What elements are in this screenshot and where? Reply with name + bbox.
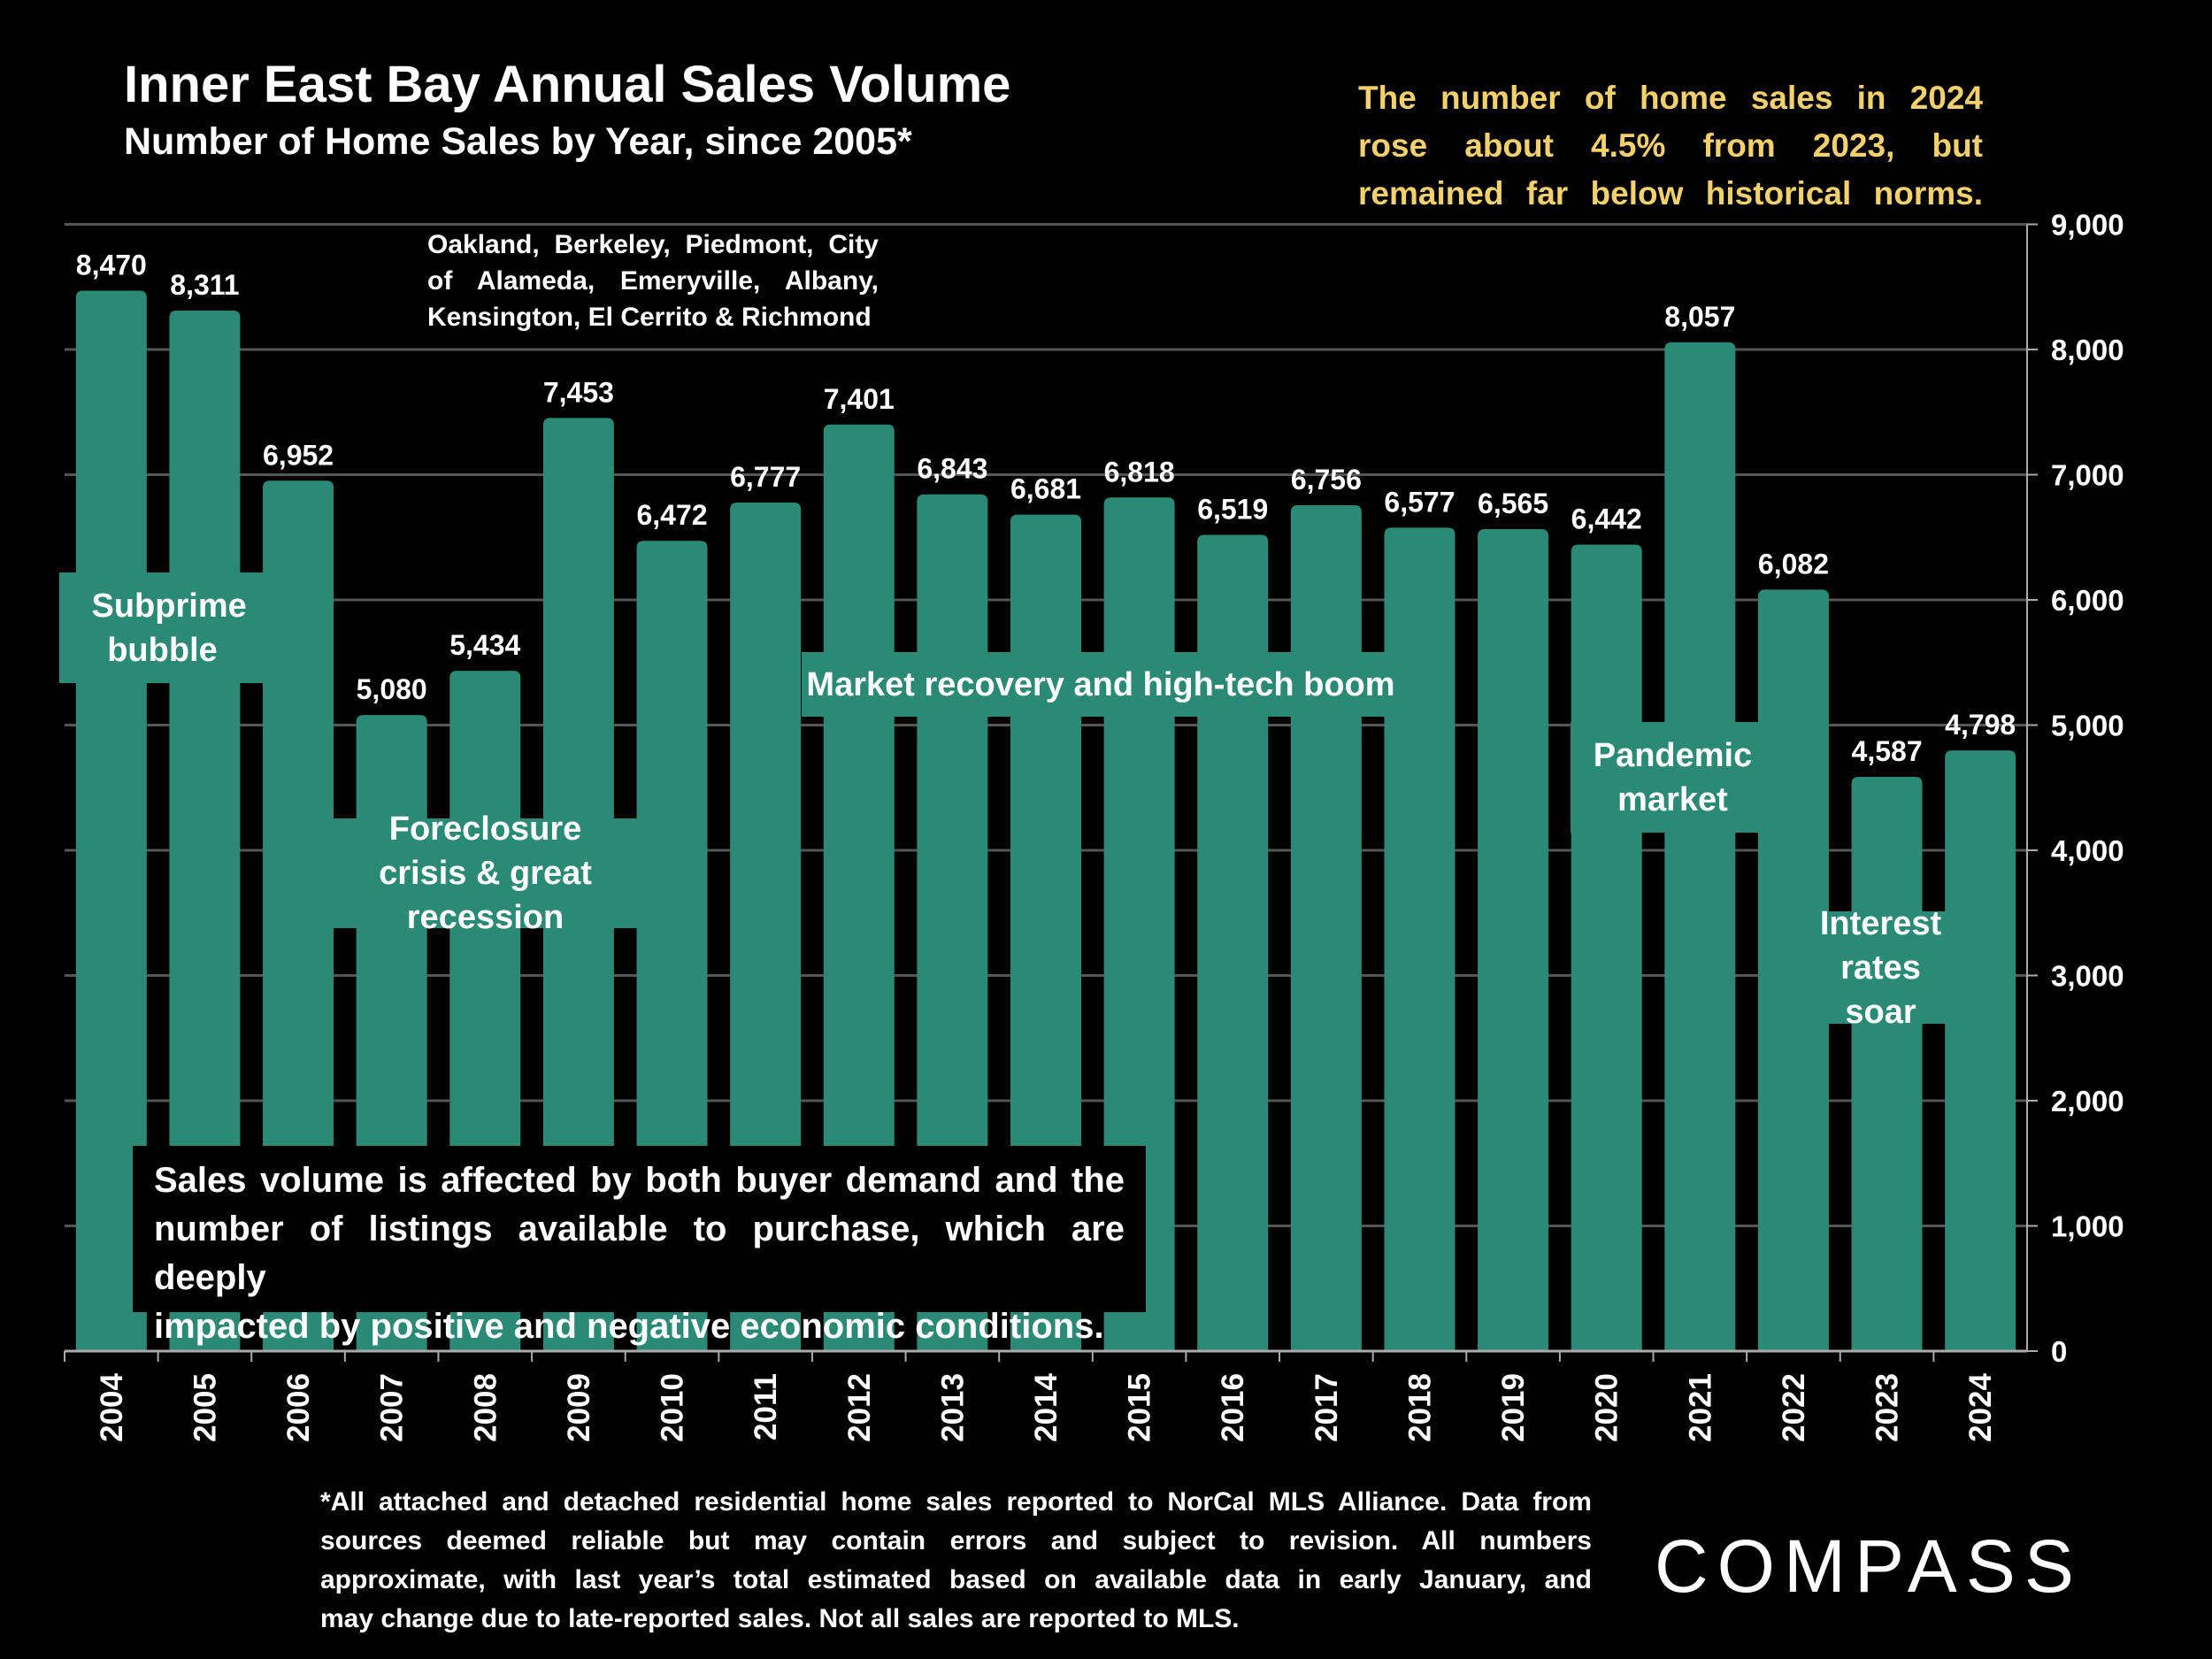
x-tick-label: 2014: [1029, 1372, 1064, 1441]
footnote-line: may change due to late-reported sales. N…: [320, 1604, 1240, 1633]
bar-2014: [1010, 514, 1081, 1351]
annotation-text: Pandemic market: [1593, 736, 1753, 818]
y-tick-label: 0: [2051, 1335, 2067, 1368]
x-tick-label: 2023: [1870, 1373, 1905, 1442]
data-label: 6,082: [1758, 548, 1829, 580]
footnote-line: *All attached and detached residential h…: [320, 1487, 1592, 1517]
callout-line: rose about 4.5% from 2023, but: [1358, 127, 1983, 164]
x-tick-label: 2021: [1683, 1373, 1717, 1442]
data-label: 7,401: [824, 383, 895, 415]
x-tick-label: 2016: [1216, 1373, 1250, 1442]
data-label: 8,057: [1664, 301, 1735, 333]
data-label: 8,470: [76, 249, 147, 280]
x-tick-label: 2012: [842, 1373, 877, 1442]
annotation-text: Interest rates soar: [1819, 904, 1942, 1031]
footnote: *All attached and detached residential h…: [320, 1483, 1592, 1639]
y-tick-label: 6,000: [2051, 584, 2124, 617]
x-tick-label: 2005: [188, 1373, 222, 1442]
compass-logo: COMPASS: [1655, 1525, 2083, 1608]
y-tick-label: 3,000: [2051, 960, 2124, 993]
note-line: Sales volume is affected by both buyer d…: [154, 1161, 1125, 1200]
x-tick-label: 2017: [1310, 1373, 1344, 1442]
chart-title: Inner East Bay Annual Sales Volume: [124, 56, 1011, 113]
y-tick-label: 9,000: [2051, 209, 2124, 242]
bar-2004: [75, 290, 147, 1351]
footnote-line: sources deemed reliable but may contain …: [320, 1526, 1592, 1555]
bar-2023: [1851, 776, 1923, 1351]
cities-list: Oakland, Berkeley, Piedmont, City of Ala…: [427, 227, 879, 335]
bar-2016: [1197, 534, 1269, 1351]
annotation-subprime: Subprime bubble: [59, 572, 265, 683]
x-tick-label: 2004: [95, 1372, 129, 1441]
bar-2024: [1945, 750, 2016, 1351]
annotation-pandemic: Pandemic market: [1571, 722, 1775, 833]
data-label: 8,311: [170, 269, 239, 301]
annotation-interest-rates: Interest rates soar: [1792, 905, 1970, 1031]
data-label: 6,777: [730, 461, 801, 493]
bar-2020: [1571, 544, 1642, 1351]
data-label: 7,453: [543, 376, 614, 408]
data-label: 6,472: [636, 499, 707, 531]
x-tick-label: 2006: [281, 1373, 316, 1442]
data-label: 4,587: [1852, 735, 1923, 767]
cities-line: Kensington, El Cerrito & Richmond: [427, 303, 872, 332]
data-label: 6,756: [1291, 464, 1362, 495]
data-label: 6,577: [1384, 486, 1455, 518]
note-line: impacted by positive and negative econom…: [154, 1307, 1104, 1346]
chart-subtitle: Number of Home Sales by Year, since 2005…: [124, 120, 912, 163]
bar-2021: [1664, 342, 1736, 1351]
x-tick-label: 2007: [375, 1373, 410, 1442]
note-line: number of listings available to purchase…: [154, 1210, 1125, 1297]
data-label: 4,798: [1945, 709, 2016, 741]
annotation-foreclosure: Foreclosure crisis & great recession: [333, 810, 638, 936]
x-tick-label: 2022: [1777, 1373, 1811, 1442]
annotation-text: Foreclosure crisis & great recession: [379, 810, 592, 936]
explanatory-note: Sales volume is affected by both buyer d…: [133, 1146, 1146, 1346]
cities-line: of Alameda, Emeryville, Albany,: [427, 266, 879, 296]
callout-line: remained far below historical norms.: [1358, 175, 1983, 211]
x-tick-label: 2010: [656, 1373, 690, 1442]
annotation-recovery: Market recovery and high-tech boom: [802, 652, 1400, 717]
x-tick-label: 2024: [1963, 1372, 1998, 1441]
bar-2011: [730, 503, 802, 1351]
data-label: 6,565: [1478, 488, 1548, 519]
bar-2018: [1384, 527, 1455, 1351]
x-tick-label: 2009: [562, 1373, 596, 1442]
x-tick-label: 2019: [1496, 1373, 1531, 1442]
x-tick-label: 2013: [935, 1373, 970, 1442]
data-label: 6,442: [1571, 503, 1642, 534]
bar-2006: [263, 480, 334, 1351]
callout-line: The number of home sales in 2024: [1358, 80, 1983, 116]
x-tick-label: 2011: [749, 1373, 783, 1440]
callout-text: The number of home sales in 2024 rose ab…: [1358, 74, 1983, 218]
x-tick-label: 2020: [1590, 1373, 1624, 1442]
x-tick-label: 2015: [1123, 1373, 1157, 1442]
y-tick-label: 7,000: [2051, 459, 2124, 492]
y-tick-label: 8,000: [2051, 334, 2124, 366]
data-label: 6,952: [263, 439, 334, 471]
y-tick-label: 2,000: [2051, 1085, 2124, 1118]
x-tick-label: 2008: [468, 1373, 503, 1442]
x-tick-label: 2018: [1402, 1373, 1437, 1442]
data-label: 6,519: [1197, 494, 1268, 526]
annotation-text: Market recovery and high-tech boom: [806, 665, 1395, 703]
annotation-text: Subprime bubble: [91, 587, 247, 669]
data-label: 6,843: [917, 453, 987, 485]
data-label: 6,681: [1010, 473, 1081, 505]
data-label: 6,818: [1104, 456, 1175, 488]
bar-2017: [1290, 505, 1362, 1351]
y-tick-label: 4,000: [2051, 834, 2124, 867]
footnote-line: approximate, with last year’s total esti…: [320, 1565, 1592, 1594]
data-label: 5,434: [449, 629, 520, 661]
data-label: 5,080: [357, 673, 427, 705]
y-tick-label: 1,000: [2051, 1210, 2124, 1243]
bar-2005: [169, 310, 241, 1351]
y-tick-label: 5,000: [2051, 710, 2124, 742]
bar-2019: [1478, 529, 1549, 1351]
cities-line: Oakland, Berkeley, Piedmont, City: [427, 230, 879, 259]
